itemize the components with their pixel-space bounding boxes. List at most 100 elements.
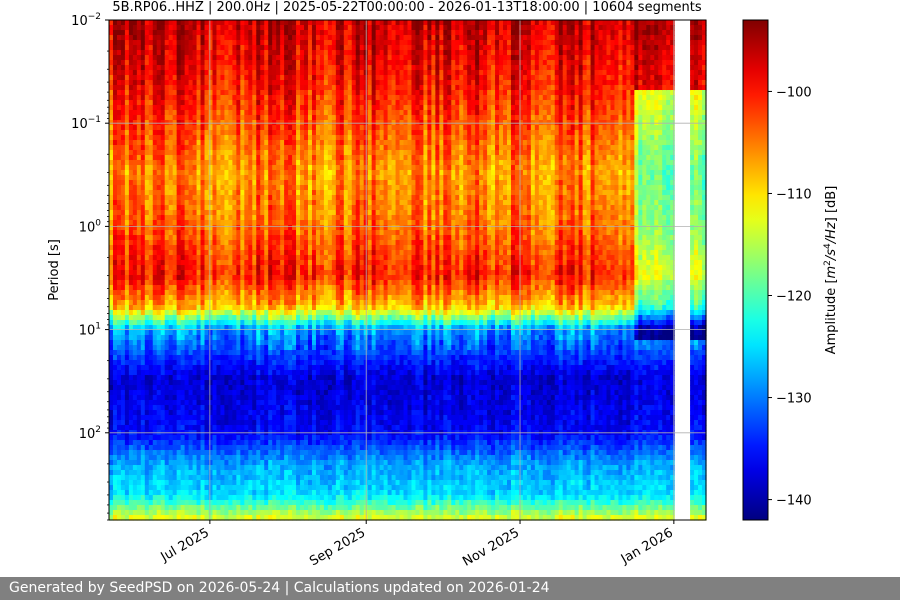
heatmap-cell <box>216 165 222 171</box>
heatmap-cell <box>276 355 281 361</box>
heatmap-cell <box>212 110 218 116</box>
heatmap-cell <box>280 190 285 196</box>
heatmap-cell <box>204 300 210 306</box>
heatmap-cell <box>208 230 214 236</box>
heatmap-cell <box>156 220 162 226</box>
heatmap-cell <box>264 510 269 516</box>
heatmap-cell <box>264 225 269 231</box>
heatmap-cell <box>128 290 134 296</box>
heatmap-cell <box>116 390 122 396</box>
heatmap-cell <box>240 365 245 371</box>
heatmap-cell <box>180 280 186 286</box>
heatmap-cell <box>109 470 114 476</box>
heatmap-cell <box>288 260 293 266</box>
heatmap-cell <box>304 420 309 426</box>
heatmap-cell <box>256 355 261 361</box>
heatmap-cell <box>148 85 154 91</box>
heatmap-cell <box>132 160 138 166</box>
heatmap-cell <box>116 265 122 271</box>
heatmap-cell <box>164 390 170 396</box>
heatmap-cell <box>268 490 273 496</box>
heatmap-cell <box>200 190 206 196</box>
heatmap-cell <box>300 70 305 76</box>
heatmap-cell <box>232 300 237 306</box>
heatmap-cell <box>300 215 305 221</box>
heatmap-cell <box>136 355 142 361</box>
heatmap-cell <box>128 415 134 421</box>
heatmap-cell <box>240 480 245 486</box>
heatmap-cell <box>240 135 245 141</box>
heatmap-cell <box>216 410 222 416</box>
heatmap-cell <box>288 325 293 331</box>
heatmap-cell <box>216 45 222 51</box>
heatmap-cell <box>120 500 126 506</box>
heatmap-cell <box>240 250 245 256</box>
heatmap-cell <box>132 510 138 516</box>
heatmap-cell <box>268 50 273 56</box>
heatmap-cell <box>144 515 150 521</box>
heatmap-cell <box>120 290 126 296</box>
heatmap-cell <box>256 185 261 191</box>
heatmap-cell <box>140 190 146 196</box>
heatmap-cell <box>160 435 166 441</box>
heatmap-cell <box>164 80 170 86</box>
heatmap-cell <box>232 175 237 181</box>
heatmap-cell <box>248 280 253 286</box>
heatmap-cell <box>184 25 190 31</box>
heatmap-cell <box>152 215 158 221</box>
heatmap-cell <box>216 190 222 196</box>
heatmap-cell <box>280 110 285 116</box>
heatmap-cell <box>260 380 265 386</box>
heatmap-cell <box>208 490 214 496</box>
heatmap-cell <box>300 345 305 351</box>
heatmap-cell <box>220 55 226 61</box>
heatmap-cell <box>284 340 289 346</box>
heatmap-cell <box>280 470 285 476</box>
heatmap-cell <box>300 435 305 441</box>
heatmap-cell <box>144 25 150 31</box>
heatmap-cell <box>192 380 198 386</box>
heatmap-cell <box>172 400 178 406</box>
heatmap-cell <box>224 100 229 106</box>
heatmap-cell <box>284 55 289 61</box>
heatmap-cell <box>304 40 309 46</box>
heatmap-cell <box>296 405 301 411</box>
heatmap-cell <box>124 190 130 196</box>
heatmap-cell <box>264 245 269 251</box>
heatmap-cell <box>176 325 182 331</box>
heatmap-cell <box>144 60 150 66</box>
heatmap-cell <box>212 90 218 96</box>
heatmap-cell <box>172 170 178 176</box>
heatmap-cell <box>176 175 182 181</box>
heatmap-cell <box>236 340 241 346</box>
heatmap-cell <box>136 490 142 496</box>
heatmap-cell <box>244 485 249 491</box>
heatmap-cell <box>160 510 166 516</box>
heatmap-cell <box>116 70 122 76</box>
heatmap-cell <box>228 420 233 426</box>
heatmap-cell <box>240 225 245 231</box>
heatmap-cell <box>188 385 194 391</box>
heatmap-cell <box>148 285 154 291</box>
heatmap-cell <box>200 490 206 496</box>
heatmap-cell <box>112 35 118 41</box>
heatmap-cell <box>248 190 253 196</box>
heatmap-cell <box>188 170 194 176</box>
heatmap-cell <box>144 190 150 196</box>
heatmap-cell <box>264 155 269 161</box>
heatmap-cell <box>300 210 305 216</box>
heatmap-cell <box>304 330 309 336</box>
heatmap-cell <box>184 260 190 266</box>
heatmap-cell <box>156 465 162 471</box>
heatmap-cell <box>236 460 241 466</box>
heatmap-cell <box>268 355 273 361</box>
heatmap-cell <box>232 335 237 341</box>
heatmap-cell <box>244 460 249 466</box>
heatmap-cell <box>148 55 154 61</box>
heatmap-cell <box>168 45 174 51</box>
heatmap-cell <box>112 165 118 171</box>
heatmap-cell <box>220 410 226 416</box>
heatmap-cell <box>109 445 114 451</box>
heatmap-cell <box>164 215 170 221</box>
heatmap-cell <box>268 205 273 211</box>
